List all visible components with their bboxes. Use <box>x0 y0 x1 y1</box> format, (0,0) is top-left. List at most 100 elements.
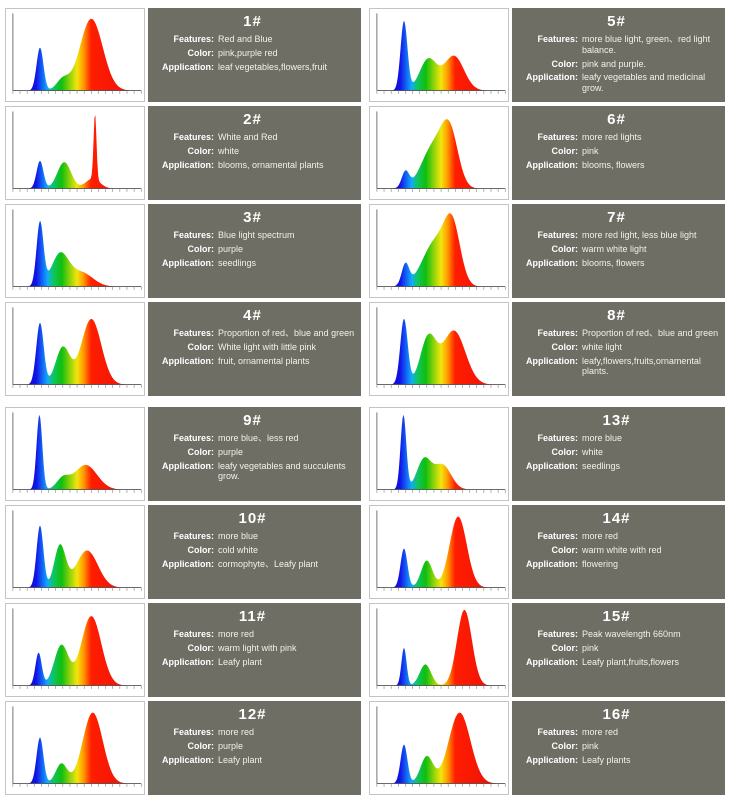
spectrum-cell: 7# Features: more red light, less blue lig… <box>369 204 725 298</box>
application-label: Application: <box>526 159 578 170</box>
features-row: Features: Proportion of red、blue and gree… <box>150 328 355 339</box>
application-value: Leafy plant <box>218 656 263 667</box>
spectrum-curve <box>376 119 506 189</box>
spectrum-chart <box>369 8 509 102</box>
features-label: Features: <box>173 727 214 737</box>
features-row: Features: Blue light spectrum <box>150 230 355 241</box>
application-label: Application: <box>162 257 214 268</box>
features-value: more red lights <box>582 132 642 142</box>
spectrum-cell: 16# Features: more red Color: pink Applicatio… <box>369 701 725 795</box>
features-row: Features: more red lights <box>514 132 719 143</box>
features-label: Features: <box>537 531 578 541</box>
color-row: Color: White light with little pink <box>150 342 355 353</box>
chart-number: 4# <box>243 307 262 324</box>
chart-number: 10# <box>238 510 267 527</box>
color-value: white <box>582 446 604 457</box>
color-label: Color: <box>551 740 579 751</box>
color-row: Color: pink <box>514 146 719 157</box>
features-row: Features: more blue light, green、red ligh… <box>514 34 719 56</box>
features-label: Features: <box>173 629 214 639</box>
spectrum-cell: 14# Features: more red Color: warm white wit… <box>369 505 725 599</box>
features-row: Features: Red and Blue <box>150 34 355 45</box>
application-value: leafy vegetables and succulents grow. <box>218 460 346 482</box>
spectrum-cell: 1# Features: Red and Blue Color: pink,purple… <box>5 8 361 102</box>
chart-number: 14# <box>602 510 631 527</box>
spectrum-cell: 13# Features: more blue Color: white Applicat… <box>369 407 725 501</box>
features-row: Features: more blue <box>150 531 355 542</box>
chart-number: 2# <box>243 111 262 128</box>
application-value: flowering <box>582 558 619 569</box>
spectrum-curve <box>12 115 142 189</box>
spectrum-chart <box>369 603 509 697</box>
spectrum-chart <box>369 106 509 200</box>
color-row: Color: pink and purple. <box>514 59 719 70</box>
color-label: Color: <box>551 58 579 69</box>
features-value: Proportion of red、blue and green <box>218 328 355 338</box>
application-row: Application: seedlings <box>514 461 719 472</box>
chart-number: 13# <box>602 412 631 429</box>
spectrum-curve <box>12 221 142 287</box>
application-label: Application: <box>162 159 214 170</box>
features-value: more red light, less blue light <box>582 230 697 240</box>
features-value: Peak wavelength 660nm <box>582 629 681 639</box>
info-panel: 3# Features: Blue light spectrum Color: purp… <box>148 204 361 298</box>
application-row: Application: Leafy plants <box>514 755 719 766</box>
features-row: Features: more red light, less blue light <box>514 230 719 241</box>
application-value: blooms, flowers <box>582 159 645 170</box>
application-value: cormophyte、Leafy plant <box>218 558 319 569</box>
column-left: 1# Features: Red and Blue Color: pink,purple… <box>5 8 361 795</box>
features-value: more red <box>218 629 255 639</box>
application-row: Application: Leafy plant,fruits,flowers <box>514 657 719 668</box>
color-row: Color: purple <box>150 244 355 255</box>
features-label: Features: <box>537 629 578 639</box>
features-value: more blue light, green、red light balance… <box>582 34 711 55</box>
chart-number: 7# <box>607 209 626 226</box>
features-value: more blue <box>218 531 259 541</box>
application-row: Application: Leafy plant <box>150 657 355 668</box>
application-label: Application: <box>526 355 578 366</box>
spectrum-cell: 11# Features: more red Color: warm light wit… <box>5 603 361 697</box>
color-label: Color: <box>551 544 579 555</box>
application-row: Application: blooms, flowers <box>514 160 719 171</box>
spectrum-curve <box>376 319 506 385</box>
color-label: Color: <box>551 642 579 653</box>
color-label: Color: <box>551 145 579 156</box>
spectrum-curve <box>376 712 506 784</box>
spectrum-chart <box>369 701 509 795</box>
features-value: more blue、less red <box>218 433 299 443</box>
color-value: warm light with pink <box>218 642 297 653</box>
spectrum-chart <box>369 505 509 599</box>
features-label: Features: <box>173 230 214 240</box>
chart-number: 11# <box>238 608 267 625</box>
color-label: Color: <box>187 740 215 751</box>
info-panel: 10# Features: more blue Color: cold white App… <box>148 505 361 599</box>
chart-number: 1# <box>243 13 262 30</box>
features-row: Features: more red <box>150 629 355 640</box>
application-label: Application: <box>162 355 214 366</box>
color-row: Color: pink,purple red <box>150 48 355 59</box>
spectrum-cell: 3# Features: Blue light spectrum Color: purp… <box>5 204 361 298</box>
features-label: Features: <box>537 34 578 44</box>
info-panel: 16# Features: more red Color: pink Applicatio… <box>512 701 725 795</box>
color-value: white <box>218 145 240 156</box>
features-label: Features: <box>537 132 578 142</box>
color-value: warm white light <box>582 243 647 254</box>
features-row: Features: White and Red <box>150 132 355 143</box>
features-label: Features: <box>173 531 214 541</box>
color-value: white light <box>582 341 623 352</box>
spectrum-curve <box>12 712 142 784</box>
application-row: Application: seedlings <box>150 258 355 269</box>
color-row: Color: pink <box>514 741 719 752</box>
info-panel: 5# Features: more blue light, green、red li… <box>512 8 725 102</box>
application-label: Application: <box>162 558 214 569</box>
features-label: Features: <box>537 433 578 443</box>
spectrum-chart <box>5 603 145 697</box>
spectrum-chart <box>5 701 145 795</box>
spectrum-cell: 6# Features: more red lights Color: pink Appl… <box>369 106 725 200</box>
spectrum-chart <box>369 204 509 298</box>
spectrum-chart <box>5 8 145 102</box>
spectrum-curve <box>12 616 142 686</box>
info-panel: 8# Features: Proportion of red、blue and gr… <box>512 302 725 396</box>
application-row: Application: leaf vegetables,flowers,frui… <box>150 62 355 73</box>
spectrum-chart <box>5 505 145 599</box>
